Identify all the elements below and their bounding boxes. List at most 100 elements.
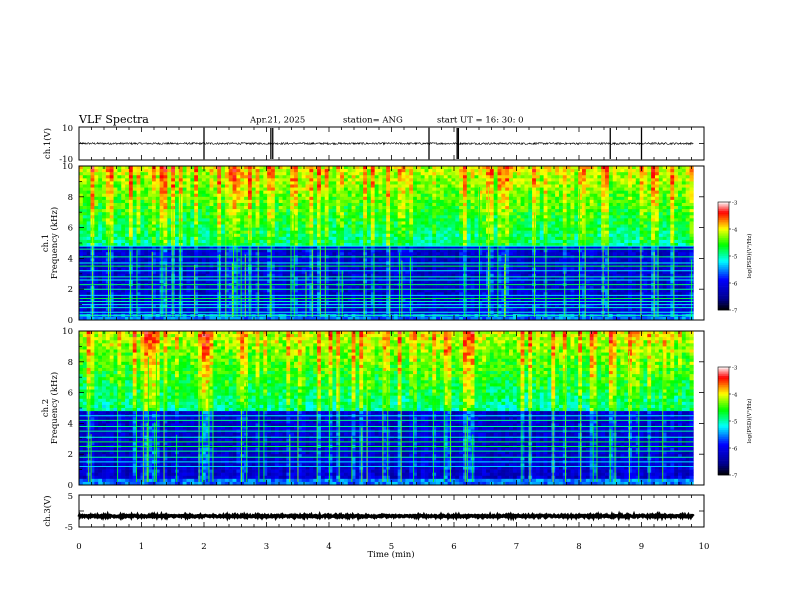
ch1-spec-cell [205,243,210,247]
ch1-spec-cell [359,279,364,284]
ch1-spec-cell [420,243,425,247]
ch1-spec-cell [397,212,402,216]
ch1-spec-cell [186,187,191,191]
ch1-spec-cell [378,199,383,204]
ch1-spec-cell [405,193,410,198]
ch1-spec-cell [144,169,149,173]
ch1-spec-cell [378,270,383,275]
ch1-spec-cell [413,218,418,222]
ch1-spec-cell [263,206,268,210]
ch1-spec-cell [244,258,249,262]
ch1-spec-cell [270,298,276,302]
ch1-spec-cell [274,184,279,188]
ch1-spec-cell [424,193,429,198]
ch1-spec-cell [336,190,341,195]
ch1-spec-cell [117,246,122,250]
ch1-spec-cell [428,273,433,278]
ch1-spec-cell [447,258,452,262]
ch1-spec-cell [259,178,264,182]
ch1-spec-cell [401,178,406,182]
ch1-spec-cell [113,233,118,238]
ch1-spec-cell [359,276,364,281]
ch1-spec-cell [213,286,218,290]
ch1-spec-cell [336,169,341,173]
ch1-spec-cell [274,233,279,238]
ch1-spec-cell [347,316,352,321]
ch1-spec-cell [320,224,326,228]
ch1-spec-cell [267,307,272,312]
ch1-spec-cell [79,298,84,302]
ch1-spec-cell [393,270,399,275]
ch1-spec-cell [294,304,299,308]
ch1-spec-cell [217,246,222,250]
ch1-spec-cell [236,206,241,210]
ch1-spec-cell [121,199,126,204]
ch1-spec-cell [286,279,291,284]
ch1-spec-cell [213,178,218,182]
ch1-spec-cell [432,209,437,213]
ch1-spec-cell [236,301,241,305]
ch1-spec-cell [209,178,214,182]
ch1-spec-cell [121,190,126,195]
ch1-spec-cell [167,270,172,275]
ch1-spec-cell [290,276,295,281]
ch1-spec-cell [136,292,141,296]
ch1-spec-cell [267,227,272,231]
ch1-spec-cell [382,273,387,278]
ch1-spec-cell [416,295,422,299]
ch1-spec-cell [405,276,410,281]
ch1-spec-cell [382,249,387,253]
ch1-spec-cell [359,252,364,256]
ch1-spec-cell [259,258,264,262]
ch1-spec-cell [347,273,352,278]
ch1-spec-cell [94,307,99,312]
ch1-spec-cell [370,218,375,222]
ch1-spec-cell [390,215,395,219]
ch1-spec-cell [213,295,218,299]
ch1-spec-cell [378,304,383,308]
ch1-spec-cell [113,166,118,170]
ch1-spec-cell [98,292,103,296]
ch1-spec-cell [401,193,406,198]
ch1-spec-cell [240,169,245,173]
ch1-spec-cell [244,190,249,195]
ch1-spec-cell [428,270,433,275]
ch1-spec-cell [351,202,356,207]
ch1-spec-cell [320,221,326,225]
ch1-spec-cell [163,233,168,238]
ch1-spec-cell [224,181,230,185]
ch1-spec-cell [436,276,441,281]
ch1-spec-cell [420,273,425,278]
ch1-spec-cell [232,304,237,308]
ch1-spec-cell [125,243,130,247]
ch1-spec-cell [109,227,114,231]
ch1-spec-cell [305,243,310,247]
ch1-spec-cell [148,193,153,198]
ch1-spec-cell [79,202,84,207]
ch1-spec-cell [113,286,118,290]
ch1-spec-cell [86,172,91,176]
ch1-spec-cell [117,230,122,235]
ch1-spec-cell [244,181,249,185]
ch1-spec-cell [378,249,383,253]
ch1-spec-cell [86,249,91,253]
ch1-spec-cell [82,212,87,216]
ch1-spec-cell [313,243,318,247]
ch1-spec-cell [178,187,183,191]
ch1-spec-cell [86,202,91,207]
ch1-spec-cell [125,172,130,176]
ch1-spec-cell [390,289,395,293]
ch1-spec-cell [290,178,295,182]
ch1-spec-cell [290,227,295,231]
ch1-spec-cell [436,199,441,204]
ch1-spec-cell [270,276,276,281]
ch1-spec-cell [251,199,256,204]
ch1-spec-cell [144,184,149,188]
ch1-spec-cell [286,230,291,235]
ch1-spec-cell [439,243,445,247]
ch1-spec-cell [439,239,445,244]
ch1-spec-cell [439,270,445,275]
ch1-spec-cell [224,199,230,204]
ch1-spec-cell [305,295,310,299]
ch1-spec-cell [182,301,187,305]
